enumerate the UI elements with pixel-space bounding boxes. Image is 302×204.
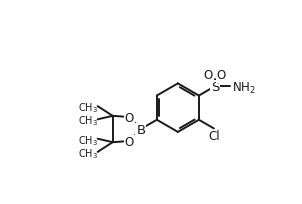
Text: CH$_3$: CH$_3$ (78, 134, 98, 147)
Text: O: O (125, 136, 134, 149)
Text: O: O (217, 69, 226, 82)
Text: O: O (125, 112, 134, 125)
Text: Cl: Cl (208, 130, 220, 143)
Text: CH$_3$: CH$_3$ (78, 101, 98, 115)
Text: O: O (204, 69, 213, 82)
Text: NH$_2$: NH$_2$ (232, 81, 255, 96)
Text: CH$_3$: CH$_3$ (78, 147, 98, 161)
Text: S: S (211, 81, 219, 94)
Text: B: B (136, 124, 146, 137)
Text: CH$_3$: CH$_3$ (78, 114, 98, 128)
